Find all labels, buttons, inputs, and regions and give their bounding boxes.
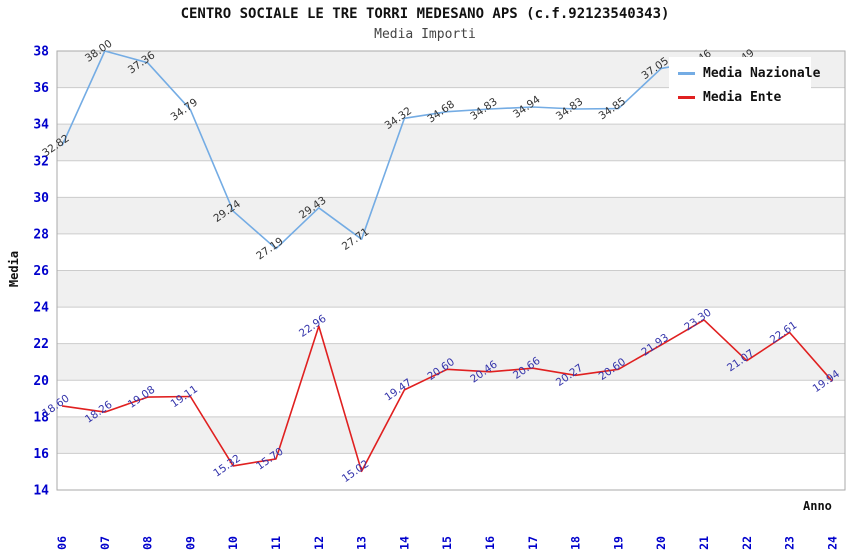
- x-tick-label: 2013: [355, 536, 369, 550]
- point-label: 15.02: [340, 458, 372, 485]
- y-tick-label: 18: [33, 410, 49, 425]
- x-tick-label: 2021: [697, 536, 711, 550]
- y-tick-label: 36: [33, 81, 49, 96]
- x-tick-label: 2015: [440, 536, 454, 550]
- x-axis-title: Anno: [803, 499, 832, 513]
- series-line-media-ente: [61, 319, 834, 473]
- y-tick-label: 38: [33, 45, 49, 60]
- legend-swatch-media-ente: [678, 95, 695, 99]
- x-tick-label: 2006: [55, 536, 69, 550]
- y-tick-label: 26: [33, 264, 49, 279]
- x-tick-label: 2020: [654, 536, 668, 550]
- point-label: 34.79: [169, 96, 201, 123]
- plot-border: [56, 50, 846, 491]
- x-tick-label: 2012: [312, 536, 326, 550]
- chart-legend: Media Nazionale Media Ente: [669, 57, 820, 111]
- x-tick-label: 2024: [825, 536, 839, 550]
- x-tick-label: 2016: [483, 536, 497, 550]
- plot-band: [57, 416, 845, 454]
- point-label: 22.61: [768, 319, 800, 346]
- legend-label-media-nazionale: Media Nazionale: [703, 65, 821, 81]
- point-label: 22.96: [297, 313, 329, 340]
- y-tick-label: 24: [33, 301, 49, 316]
- x-tick-label: 2011: [269, 536, 283, 550]
- plot-band: [57, 343, 845, 381]
- y-tick-label: 34: [33, 118, 49, 133]
- point-label: 27.19: [254, 235, 286, 262]
- y-tick-label: 32: [33, 154, 49, 169]
- y-axis-title: Media: [7, 250, 21, 288]
- y-tick-label: 22: [33, 337, 49, 352]
- y-tick-label: 14: [33, 484, 49, 499]
- plot-band: [57, 124, 845, 161]
- x-tick-label: 2014: [397, 536, 411, 550]
- y-tick-label: 16: [33, 447, 49, 462]
- y-tick-label: 20: [33, 374, 49, 389]
- point-label: 19.11: [169, 383, 201, 410]
- y-tick-label: 28: [33, 227, 49, 242]
- chart-title: CENTRO SOCIALE LE TRE TORRI MEDESANO APS…: [180, 6, 670, 22]
- x-tick-label: 2022: [740, 536, 754, 550]
- x-tick-label: 2023: [783, 536, 797, 550]
- point-label: 23.30: [682, 307, 714, 334]
- x-tick-label: 2008: [141, 536, 155, 550]
- plot-band: [57, 197, 845, 234]
- legend-row-media-ente: Media Ente: [669, 87, 811, 107]
- x-tick-label: 2010: [226, 536, 240, 550]
- x-tick-label: 2019: [611, 536, 625, 550]
- legend-label-media-ente: Media Ente: [703, 89, 782, 105]
- plot-band: [57, 270, 845, 308]
- legend-swatch-media-nazionale: [678, 71, 695, 75]
- x-tick-label: 2007: [98, 536, 112, 550]
- x-tick-label: 2018: [569, 536, 583, 550]
- x-tick-label: 2009: [183, 536, 197, 550]
- x-tick-label: 2017: [526, 536, 540, 550]
- point-label: 34.85: [597, 95, 629, 122]
- legend-row-media-nazionale: Media Nazionale: [669, 63, 820, 83]
- series-line-media-nazionale: [61, 50, 747, 250]
- y-tick-label: 30: [33, 191, 49, 206]
- chart-subtitle: Media Importi: [374, 27, 476, 42]
